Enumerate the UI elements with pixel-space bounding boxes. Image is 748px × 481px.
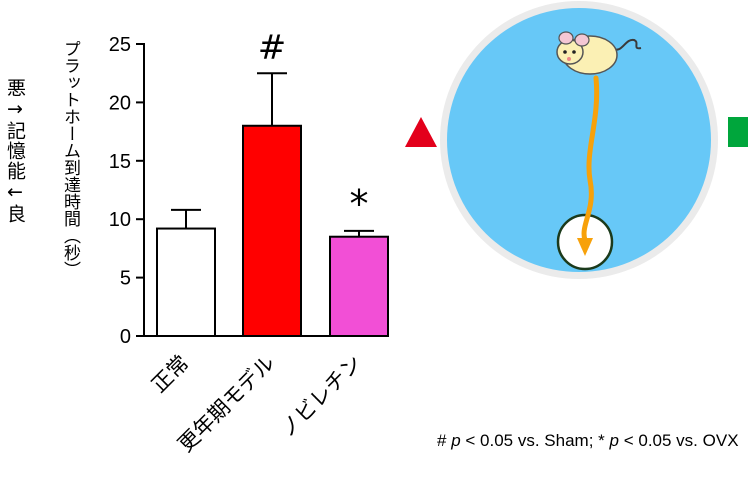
significance-mark: * <box>350 182 369 226</box>
y-tick-label: 5 <box>120 268 131 290</box>
footnote-p2: p <box>609 431 619 450</box>
y-axis-label: プラットホーム到達時間（秒） <box>60 40 80 278</box>
mouse-ear <box>574 33 590 47</box>
y-tick-label: 25 <box>109 34 131 56</box>
red-triangle-marker <box>405 117 437 147</box>
footnote-hash: # <box>437 431 447 450</box>
category-label: 正常 <box>147 351 194 398</box>
footnote: # p < 0.05 vs. Sham; * p < 0.05 vs. OVX <box>437 431 739 451</box>
green-square-marker <box>728 117 748 147</box>
mouse-eye <box>572 50 576 54</box>
footnote-text2: < 0.05 vs. OVX <box>619 431 739 450</box>
y-tick-label: 20 <box>109 92 131 114</box>
y-tick-label: 0 <box>120 326 131 348</box>
category-label: ノビレチン <box>275 351 366 442</box>
mouse-nose <box>567 57 571 61</box>
mouse-ear <box>558 31 574 45</box>
footnote-p1: p <box>451 431 461 450</box>
memory-ability-label: 悪→記憶能←良 <box>4 78 26 224</box>
bar-1 <box>156 227 216 338</box>
pool-water <box>447 8 711 272</box>
y-tick-label: 15 <box>109 151 131 173</box>
footnote-star: * <box>598 431 605 450</box>
significance-mark: # <box>258 28 287 68</box>
y-tick-label: 10 <box>109 209 131 231</box>
swim-path <box>581 75 600 243</box>
footnote-text1: < 0.05 vs. Sham; <box>460 431 599 450</box>
bar-2 <box>242 124 302 338</box>
mouse-eye <box>563 50 567 54</box>
swim-path-arrowhead <box>577 238 593 256</box>
bar-3 <box>329 235 389 337</box>
mouse-tail <box>611 38 642 51</box>
